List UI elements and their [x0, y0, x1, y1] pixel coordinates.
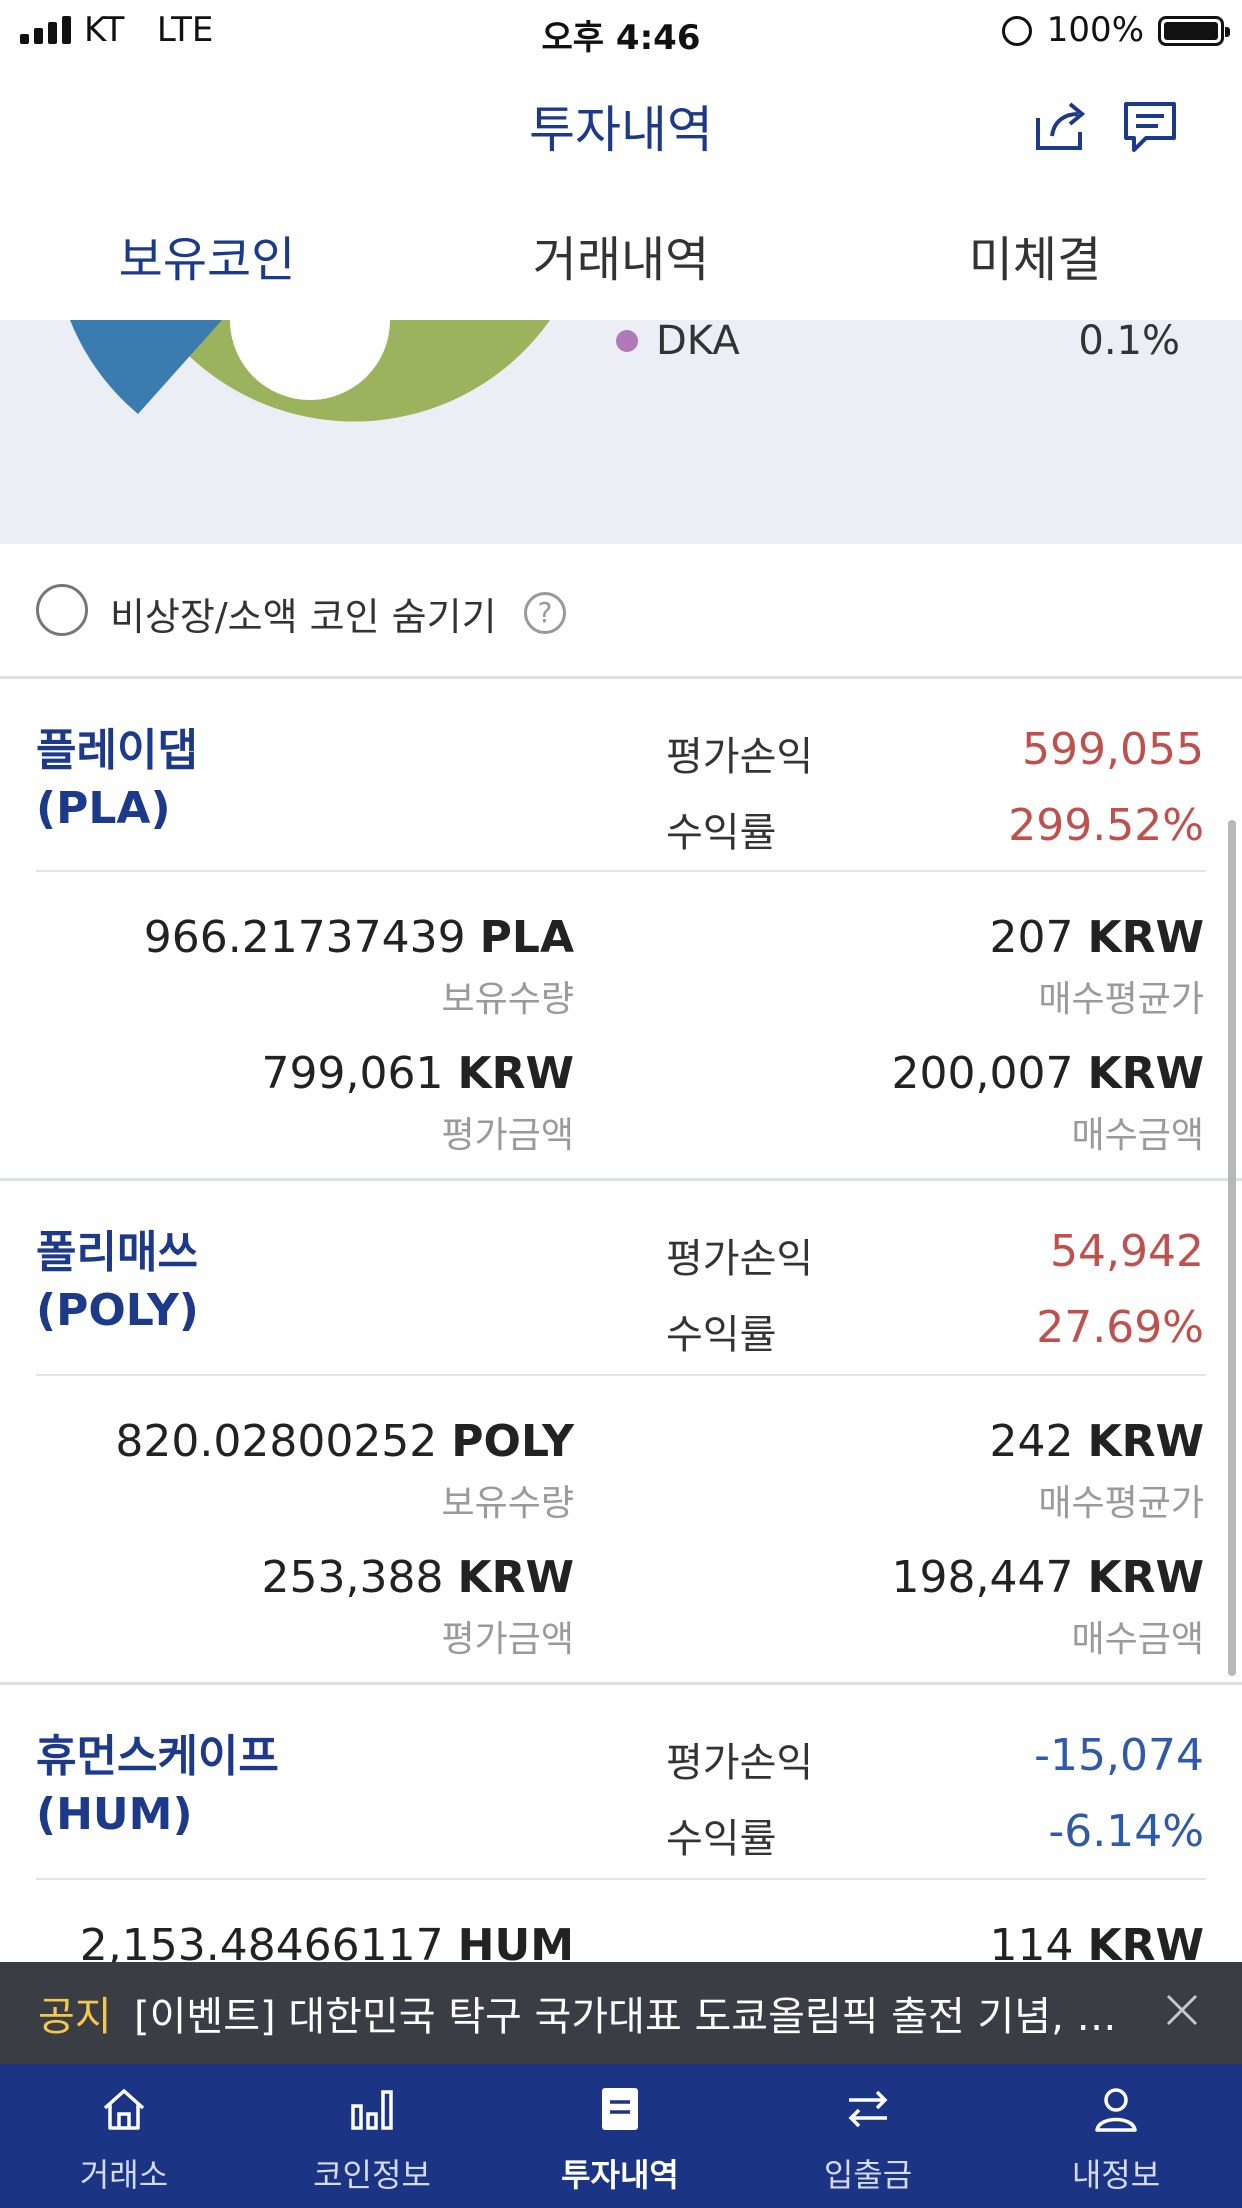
rate-value: 27.69% — [1036, 1302, 1204, 1353]
rate-label: 수익률 — [666, 810, 777, 856]
notice-bar[interactable] — [0, 1962, 1242, 2064]
nav-investments[interactable]: 투자내역 — [496, 2064, 744, 2208]
carrier-label: KT LTE — [84, 10, 214, 50]
coin-name[interactable]: 플레이댑 — [36, 725, 198, 776]
buy-amount-label: 매수금액 — [1071, 1619, 1204, 1660]
divider — [0, 676, 1242, 679]
nav-label: 코인정보 — [313, 2156, 431, 2194]
transfer-icon — [848, 2090, 888, 2128]
allocation-chart — [0, 320, 1242, 544]
chart-slice-blue — [70, 320, 222, 414]
page-title: 투자내역 — [529, 101, 713, 159]
legend-name: DKA — [656, 318, 740, 364]
holding-qty: 966.21737439 PLA — [143, 912, 574, 963]
hide-small-coins-radio[interactable] — [36, 584, 88, 636]
pl-value: 54,942 — [1050, 1226, 1204, 1277]
pl-label: 평가손익 — [666, 734, 814, 780]
rate-label: 수익률 — [666, 1816, 777, 1862]
tab-pending[interactable]: 미체결 — [968, 232, 1102, 288]
notice-text[interactable]: [이벤트] 대한민국 탁구 국가대표 도쿄올림픽 출전 기념, 업비트 이벤트 — [134, 1994, 1124, 2040]
divider — [0, 1682, 1242, 1685]
holding-qty-label: 보유수량 — [441, 1483, 574, 1524]
hide-small-coins-label[interactable]: 비상장/소액 코인 숨기기 — [110, 595, 497, 639]
divider — [36, 870, 1206, 872]
avg-price: 242 KRW — [989, 1416, 1205, 1467]
rate-label: 수익률 — [666, 1312, 777, 1358]
status-bar: KT LTE 오후 4:46 100% — [0, 0, 1242, 62]
nav-label: 거래소 — [79, 2156, 169, 2194]
buy-amount: 198,447 KRW — [891, 1552, 1204, 1603]
rate-value: 299.52% — [1008, 800, 1204, 851]
pl-label: 평가손익 — [666, 1236, 814, 1282]
scrollbar[interactable] — [1228, 820, 1236, 1676]
signal-icon — [20, 16, 71, 44]
status-time: 오후 4:46 — [541, 18, 701, 58]
help-icon[interactable]: ? — [524, 592, 566, 634]
close-icon[interactable] — [1158, 1986, 1206, 2034]
eval-amount: 799,061 KRW — [261, 1048, 574, 1099]
tab-holdings[interactable]: 보유코인 — [118, 232, 296, 288]
eval-amount-label: 평가금액 — [441, 1115, 574, 1156]
eval-amount: 253,388 KRW — [261, 1552, 574, 1603]
battery-icon — [1158, 16, 1230, 46]
coin-name[interactable]: 폴리매쓰 — [36, 1227, 198, 1278]
coin-symbol[interactable]: (POLY) — [36, 1285, 199, 1336]
document-icon — [602, 2088, 638, 2130]
legend-value: 0.1% — [1078, 318, 1180, 364]
tab-history[interactable]: 거래내역 — [532, 232, 710, 288]
coin-symbol[interactable]: (HUM) — [36, 1789, 193, 1840]
nav-deposit-withdraw[interactable]: 입출금 — [744, 2064, 992, 2208]
pl-label: 평가손익 — [666, 1740, 814, 1786]
avg-price: 207 KRW — [989, 912, 1205, 963]
avg-price-label: 매수평균가 — [1038, 979, 1204, 1020]
battery-percent: 100% — [1046, 10, 1144, 50]
legend-dot — [616, 330, 638, 352]
nav-label: 내정보 — [1071, 2156, 1161, 2194]
pl-value: -15,074 — [1034, 1730, 1204, 1781]
holding-qty-label: 보유수량 — [441, 979, 574, 1020]
chart-slice-green — [158, 320, 550, 422]
coin-symbol[interactable]: (PLA) — [36, 783, 171, 834]
chat-icon[interactable] — [1120, 96, 1180, 156]
buy-amount: 200,007 KRW — [891, 1048, 1204, 1099]
nav-label: 입출금 — [823, 2156, 913, 2194]
bar-chart-icon — [351, 2090, 393, 2130]
share-icon[interactable] — [1030, 96, 1090, 156]
nav-exchange[interactable]: 거래소 — [0, 2064, 248, 2208]
pl-value: 599,055 — [1022, 724, 1204, 775]
nav-label: 투자내역 — [561, 2156, 679, 2194]
holding-qty: 820.02800252 POLY — [115, 1416, 574, 1467]
divider — [0, 1178, 1242, 1181]
home-icon — [103, 2089, 145, 2130]
nav-coin-info[interactable]: 코인정보 — [248, 2064, 496, 2208]
avg-price-label: 매수평균가 — [1038, 1483, 1204, 1524]
user-icon — [1095, 2088, 1137, 2132]
orientation-lock-icon — [1002, 16, 1032, 46]
divider — [36, 1374, 1206, 1376]
coin-name[interactable]: 휴먼스케이프 — [36, 1731, 279, 1782]
eval-amount-label: 평가금액 — [441, 1619, 574, 1660]
divider — [36, 1878, 1206, 1880]
nav-my-info[interactable]: 내정보 — [992, 2064, 1240, 2208]
buy-amount-label: 매수금액 — [1071, 1115, 1204, 1156]
rate-value: -6.14% — [1048, 1806, 1204, 1857]
notice-tag: 공지 — [38, 1994, 112, 2040]
